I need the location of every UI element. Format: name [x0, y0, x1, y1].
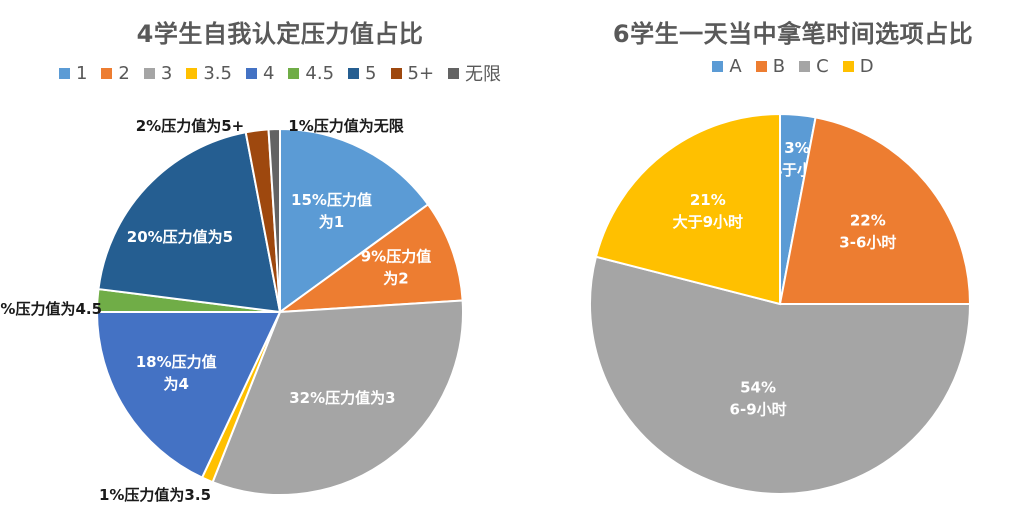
legend-item: 3 — [143, 62, 173, 84]
slice-data-label: 为4 — [163, 375, 188, 393]
slice-data-label: 为2 — [383, 269, 408, 287]
legend-item: A — [712, 56, 742, 77]
slice-data-label: 2%压力值为4.5 — [0, 300, 102, 318]
legend-swatch — [101, 67, 113, 79]
legend-item: 3.5 — [186, 63, 232, 84]
slice-data-label: 3-6小时 — [839, 233, 896, 251]
slice-data-label: 6-9小时 — [730, 400, 787, 418]
pie-slice-无限 — [267, 127, 281, 313]
legend-label: 5+ — [407, 62, 435, 84]
legend-item: 2 — [101, 62, 130, 84]
legend-label: 4 — [262, 62, 275, 84]
legend-label: C — [816, 56, 829, 77]
legend-swatch — [842, 61, 854, 72]
legend-label: 4.5 — [305, 62, 335, 84]
legend-swatch — [58, 67, 70, 79]
legend-label: 3 — [160, 62, 173, 84]
slice-data-label: 20%压力值为5 — [127, 228, 233, 246]
slice-data-label: 1%压力值为3.5 — [99, 486, 211, 504]
legend-item: 5 — [348, 62, 377, 84]
legend-swatch — [186, 67, 198, 79]
legend-item: D — [842, 56, 874, 77]
slice-data-label: 32%压力值为3 — [289, 389, 395, 407]
pie-slice-C — [589, 255, 972, 495]
legend-swatch — [143, 67, 155, 79]
pie-slice-2 — [276, 203, 464, 314]
chart-title: 6学生一天当中拿笔时间选项占比 — [612, 20, 974, 48]
legend-item: C — [799, 56, 829, 77]
slice-data-label: 3% — [784, 139, 809, 157]
pie-slice-1 — [279, 127, 430, 314]
slice-data-label: 2%压力值为5+ — [136, 117, 244, 135]
chart-legend: 1 2 3 3.5 4 4.5 5 5+ 无限 — [0, 60, 560, 86]
slice-data-label: 9%压力值 — [361, 247, 431, 265]
legend-label: 2 — [118, 62, 130, 84]
legend-item: 无限 — [448, 60, 501, 86]
legend-item: 5+ — [390, 62, 435, 84]
legend-label: B — [772, 56, 786, 77]
legend-swatch — [348, 67, 360, 79]
legend-swatch — [799, 61, 811, 72]
legend-label: 5 — [365, 62, 377, 84]
legend-item: 4.5 — [288, 63, 334, 84]
legend-swatch — [448, 67, 460, 79]
slice-data-label: 54% — [740, 378, 776, 396]
pie-slice-3 — [211, 299, 464, 496]
chart-legend: A B C D — [560, 56, 1026, 77]
legend-swatch — [245, 67, 257, 79]
legend-label: 3.5 — [203, 62, 232, 84]
pie-slice-5 — [97, 131, 282, 314]
legend-swatch — [712, 61, 724, 72]
legend-label: 1 — [75, 62, 88, 84]
slice-data-label: 为1 — [319, 213, 344, 231]
stress-pie-chart-panel: 4学生自我认定压力值占比 1 2 3 3.5 4 4.5 5 5+ 无限 15%压力值 为1 9%压… — [0, 20, 560, 504]
slice-data-label: 21% — [690, 191, 726, 209]
legend-label: 无限 — [465, 64, 502, 85]
legend-item: 1 — [58, 62, 88, 84]
pie-slice-4 — [95, 311, 282, 479]
slice-data-label: 大于9小时 — [673, 213, 743, 231]
slice-data-label: 1%压力值为无限 — [288, 117, 403, 135]
slice-data-label: 15%压力值 — [291, 191, 372, 209]
legend-item: B — [755, 56, 786, 77]
legend-label: D — [859, 56, 874, 77]
pie-slice-D — [594, 112, 781, 306]
chart-title: 4学生自我认定压力值占比 — [136, 20, 424, 48]
legend-swatch — [390, 67, 402, 79]
legend-swatch — [755, 61, 767, 72]
legend-swatch — [288, 67, 300, 79]
slice-data-label: 18%压力值 — [136, 353, 217, 371]
legend-label: A — [729, 56, 742, 77]
pie-slice-B — [778, 116, 972, 305]
legend-item: 4 — [245, 62, 275, 84]
slice-data-label: 22% — [850, 211, 886, 229]
